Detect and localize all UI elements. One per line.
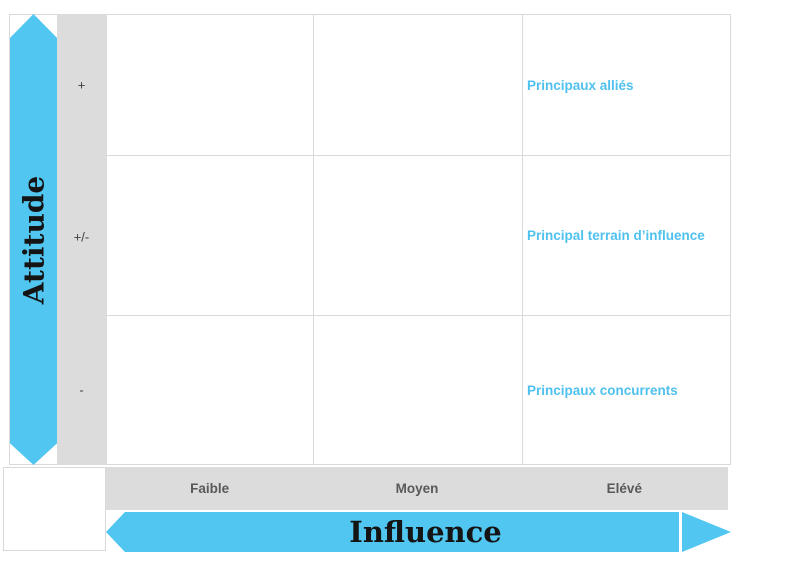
- influence-axis-arrow: Influence: [106, 512, 731, 552]
- y-axis-title: Attitude: [17, 175, 50, 304]
- attitude-axis-arrow-icon: [10, 14, 57, 465]
- grid-vline-1: [106, 14, 107, 465]
- grid-hline-2: [106, 315, 731, 316]
- influence-tick-strip: Faible Moyen Elévé: [106, 467, 728, 510]
- attitude-axis-title-wrap: Attitude: [10, 14, 57, 465]
- cell-label-text: Principaux alliés: [527, 77, 634, 93]
- cell-label-text: Principaux concurrents: [527, 382, 678, 398]
- bottom-left-empty-cell: [3, 467, 106, 551]
- x-axis-title: Influence: [349, 515, 502, 549]
- attitude-tick-column: + +/- -: [57, 14, 106, 465]
- cell-principaux-allies: Principaux alliés: [522, 14, 731, 156]
- grid-vline-3: [522, 14, 523, 465]
- x-tick-moyen: Moyen: [395, 481, 439, 496]
- influence-arrow-body-icon: [106, 512, 679, 552]
- cell-label-text: Principal terrain d’influence: [527, 228, 705, 243]
- cell-principaux-concurrents: Principaux concurrents: [522, 315, 731, 465]
- x-tick-eleve: Elévé: [606, 481, 642, 496]
- x-tick-faible: Faible: [190, 481, 230, 496]
- y-tick-plusminus: +/-: [73, 229, 90, 245]
- grid-hline-1: [106, 155, 731, 156]
- grid-vline-2: [313, 14, 314, 465]
- y-tick-minus: -: [79, 382, 84, 398]
- matrix-frame: [9, 14, 731, 465]
- cell-principal-terrain-influence: Principal terrain d’influence: [522, 156, 731, 315]
- y-tick-plus: +: [77, 77, 86, 93]
- x-axis-title-wrap: Influence: [113, 512, 738, 552]
